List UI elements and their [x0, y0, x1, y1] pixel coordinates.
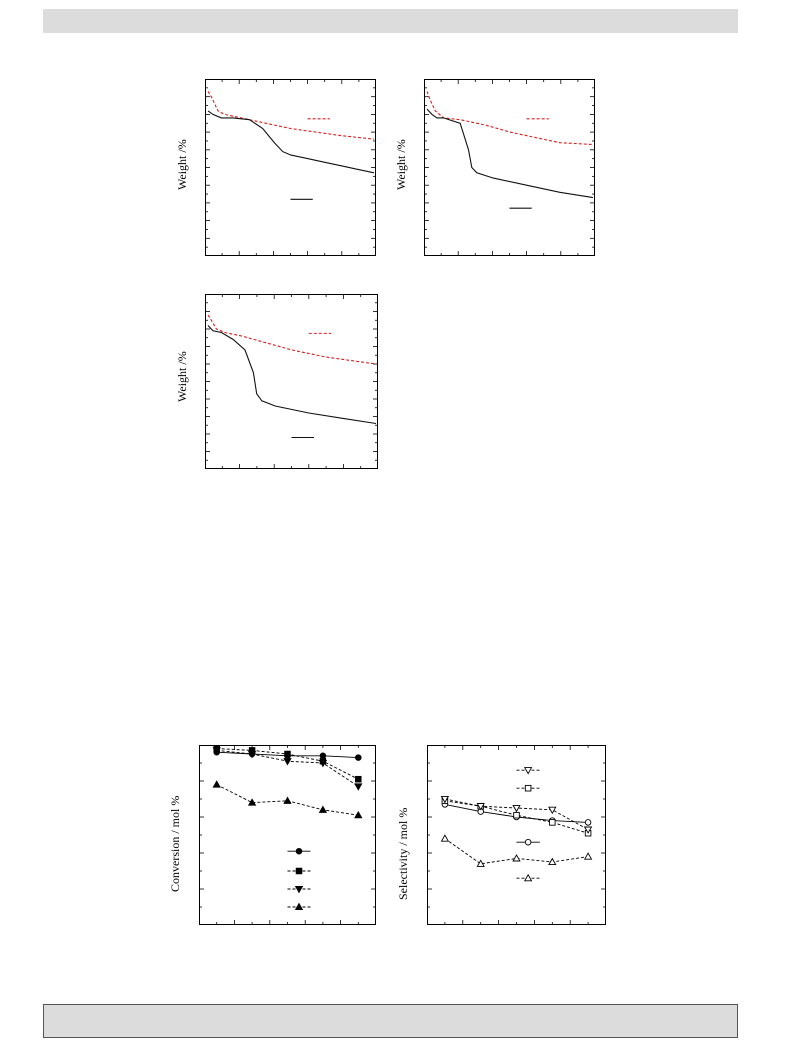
conv-legend-marker-circle-filled — [295, 847, 303, 855]
sel-point-triangle-up-open — [512, 854, 521, 862]
tga3-plot-frame — [205, 294, 378, 469]
sel-legend-marker-triangle-up-open — [523, 873, 533, 882]
tga1-ylabel: Weight /% — [175, 139, 189, 190]
conv-point-triangle-down-filled — [247, 750, 257, 759]
conv-legend-marker-square-filled — [295, 867, 303, 875]
sel-point-triangle-up-open — [440, 834, 450, 842]
sel-point-square-open — [513, 811, 520, 819]
conversion-panel — [199, 745, 376, 925]
sel-point-triangle-down-open — [512, 804, 521, 813]
tga2-plot-frame — [424, 79, 595, 256]
conv-point-triangle-up-filled — [354, 810, 363, 819]
conv-point-square-filled — [284, 750, 291, 758]
conv-point-triangle-down-filled — [354, 783, 363, 791]
conv-point-circle-filled — [355, 754, 362, 761]
conversion-ylabel: Conversion / mol % — [168, 795, 182, 892]
sel-point-triangle-down-open — [583, 826, 593, 834]
sel-plot-frame — [427, 745, 606, 925]
conv-point-triangle-down-filled — [283, 758, 292, 766]
conv-legend-marker-triangle-down-filled — [294, 885, 304, 894]
conv-plot-frame — [199, 745, 376, 925]
conv-point-triangle-up-filled — [283, 796, 292, 804]
sel-point-triangle-down-open — [440, 795, 450, 804]
conv-point-square-filled — [355, 775, 362, 783]
selectivity-panel — [427, 745, 606, 925]
conv-legend-marker-triangle-up-filled — [294, 902, 304, 911]
tga3-series-black-solid — [207, 325, 377, 425]
conv-point-circle-filled — [319, 752, 327, 760]
tga2-series-red-dashed — [426, 91, 594, 146]
conv-point-triangle-down-filled — [318, 759, 328, 768]
tga-panel-3 — [205, 294, 378, 469]
sel-legend-marker-square-open — [524, 784, 532, 792]
conv-point-triangle-up-filled — [318, 805, 328, 813]
conv-point-triangle-up-filled — [212, 780, 221, 788]
tga2-ylabel: Weight /% — [394, 139, 408, 190]
selectivity-ylabel: Selectivity / mol % — [396, 807, 410, 900]
sel-legend-marker-circle-open — [524, 838, 532, 846]
footer-banner — [43, 1004, 738, 1038]
sel-point-square-open — [549, 819, 556, 826]
sel-point-triangle-up-open — [548, 857, 557, 866]
tga-panel-2 — [424, 79, 595, 256]
tga1-series-black-solid — [207, 110, 375, 174]
sel-point-triangle-up-open — [476, 859, 485, 867]
tga3-ylabel: Weight /% — [175, 351, 189, 402]
sel-series-square-open — [444, 800, 589, 834]
sel-point-triangle-down-open — [548, 806, 557, 815]
tga1-series-red-dashed — [207, 91, 375, 140]
tga3-series-red-dashed — [207, 314, 377, 365]
header-banner — [43, 9, 738, 33]
sel-point-triangle-up-open — [583, 852, 593, 860]
conv-point-triangle-down-filled — [212, 747, 221, 755]
sel-point-triangle-down-open — [476, 803, 485, 811]
tga2-series-black-solid — [426, 108, 594, 199]
sel-legend-marker-triangle-down-open — [523, 767, 533, 775]
sel-point-circle-open — [584, 819, 592, 826]
tga-panel-1 — [205, 79, 376, 256]
conv-point-triangle-up-filled — [247, 798, 257, 806]
